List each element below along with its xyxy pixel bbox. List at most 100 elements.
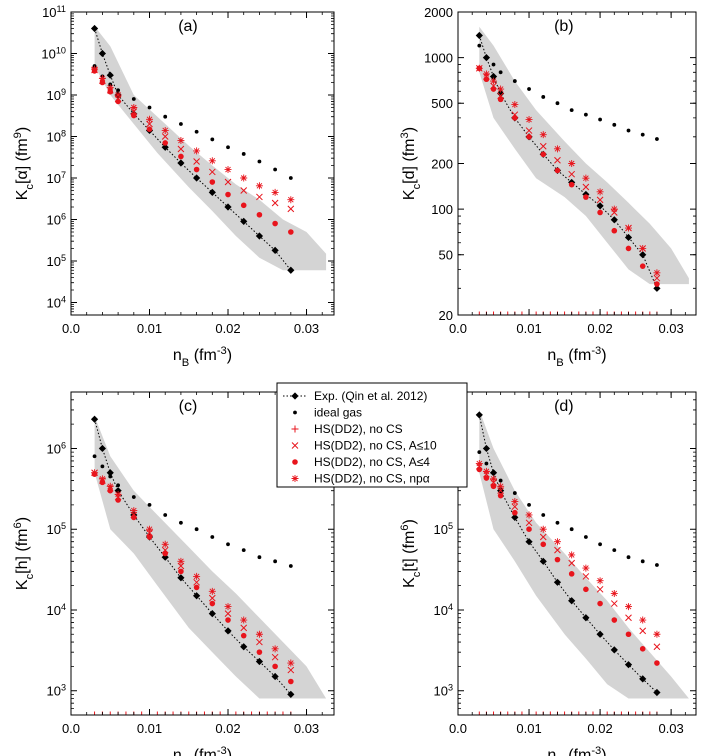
nocs-point (518, 311, 526, 315)
ideal-point (288, 176, 293, 180)
npa-point (193, 147, 201, 155)
a10-point (256, 638, 263, 646)
npa-point (596, 577, 604, 585)
exp-point (475, 31, 483, 40)
a4-point (512, 509, 518, 516)
legend-label: Exp. (Qin et al. 2012) (314, 389, 427, 403)
npa-point (130, 507, 138, 515)
x-tick-label: 0.02 (215, 321, 240, 336)
ideal-point (210, 137, 215, 142)
a4-point (497, 492, 504, 499)
legend-label: HS(DD2), no CS, A≤10 (314, 439, 437, 453)
npa-point (568, 160, 576, 167)
a4-point (639, 263, 646, 269)
legend-marker (291, 442, 299, 449)
exp-point (271, 246, 279, 255)
nocs-point (617, 311, 625, 315)
y-tick-label: 105 (46, 521, 66, 537)
a4-point (193, 584, 200, 591)
uncertainty-band (479, 409, 689, 699)
npa-point (553, 145, 561, 153)
exp-point (193, 592, 201, 600)
legend-label: HS(DD2), no CS (314, 422, 403, 436)
panel-label: (a) (178, 18, 198, 35)
nocs-point (603, 311, 611, 315)
npa-point (91, 469, 99, 477)
exp-point (475, 411, 483, 419)
npa-point (287, 659, 295, 667)
a4-point (240, 202, 247, 209)
npa-point (610, 205, 618, 213)
npa-point (287, 196, 295, 204)
x-tick-label: 0.0 (449, 721, 467, 736)
nocs-point (589, 711, 597, 715)
ideal-point (116, 483, 121, 488)
nocs-point (248, 711, 256, 715)
a4-point (497, 96, 504, 103)
ideal-point (226, 542, 230, 547)
a10-point (525, 127, 533, 134)
ideal-point (100, 464, 105, 469)
a4-point (490, 483, 497, 490)
npa-point (639, 244, 647, 252)
a10-point (161, 133, 169, 140)
uncertainty-band (94, 26, 327, 271)
npa-point (482, 467, 490, 475)
a4-point (554, 556, 561, 563)
a4-point (162, 550, 169, 557)
ideal-point (484, 55, 489, 60)
a10-point (224, 178, 232, 186)
npa-point (146, 115, 154, 123)
ideal-point (498, 478, 503, 483)
a4-point (209, 600, 216, 607)
a10-point (287, 205, 295, 213)
a4-point (193, 166, 200, 173)
a10-point (271, 199, 279, 207)
nocs-point (589, 311, 597, 315)
a10-point (539, 533, 547, 541)
npa-point (177, 137, 185, 145)
a4-point (162, 140, 169, 146)
ideal-point (626, 128, 631, 133)
a4-point (115, 497, 121, 503)
a4-point (483, 76, 490, 83)
ideal-point (569, 527, 574, 532)
nocs-point (138, 711, 146, 715)
series-npa (475, 460, 661, 638)
nocs-point (603, 711, 611, 715)
a4-point (583, 586, 589, 593)
ideal-point (512, 79, 517, 83)
y-tick-label: 107 (46, 170, 66, 186)
x-tick-label: 0.0 (62, 321, 80, 336)
y-tick-label: 104 (433, 602, 453, 618)
npa-point (625, 224, 633, 232)
exp-point (177, 574, 185, 582)
a4-point (625, 631, 632, 638)
x-axis-label: nB (fm-3) (547, 345, 606, 369)
a10-point (271, 653, 279, 661)
plot-area (90, 415, 327, 715)
legend-label: HS(DD2), no CS, npα (314, 472, 430, 486)
exp-point (208, 610, 216, 618)
npa-point (582, 564, 590, 572)
a10-point (208, 168, 216, 176)
x-tick-label: 0.03 (294, 321, 319, 336)
a4-point (512, 115, 518, 121)
x-tick-label: 0.01 (516, 721, 541, 736)
y-tick-label: 108 (46, 129, 66, 145)
panel-label: (d) (554, 398, 574, 415)
a4-point (225, 617, 231, 623)
ideal-point (147, 105, 152, 110)
exp-point (287, 266, 295, 274)
nocs-point (546, 311, 554, 315)
a4-point (107, 487, 114, 494)
chart-panel-2: 0.0 0.01 0.02 0.03 20 50 100 200 500 1000 2000 nB (… (399, 5, 697, 369)
exp-point (624, 233, 633, 242)
ideal-point (491, 470, 496, 475)
nocs-point (632, 311, 640, 315)
ideal-point (273, 559, 278, 564)
npa-point (475, 460, 483, 468)
npa-point (91, 65, 99, 73)
ideal-point (131, 97, 136, 101)
series-npa (91, 65, 295, 204)
